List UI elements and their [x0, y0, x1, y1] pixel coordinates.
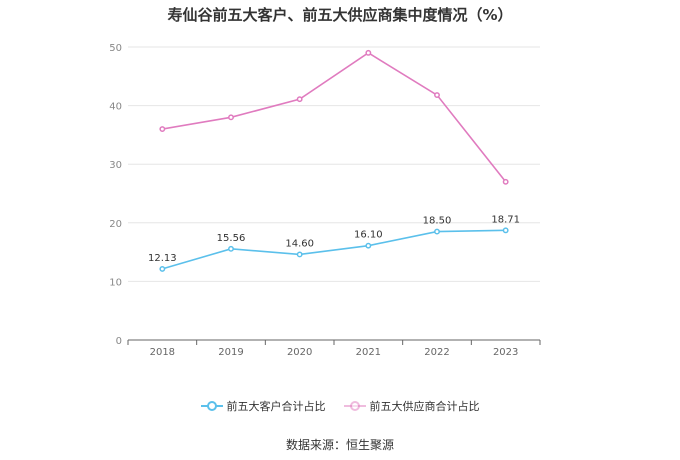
- y-tick-label: 10: [109, 277, 122, 288]
- chart-title: 寿仙谷前五大客户、前五大供应商集中度情况（%）: [167, 6, 513, 24]
- y-tick-label: 30: [109, 160, 122, 171]
- x-tick-label: 2021: [356, 347, 381, 358]
- y-tick-label: 0: [116, 336, 122, 347]
- data-label: 14.60: [285, 238, 314, 249]
- x-tick-label: 2020: [287, 347, 312, 358]
- x-tick-label: 2023: [493, 347, 518, 358]
- data-point: [365, 49, 372, 56]
- source-note: 数据来源：恒生聚源: [285, 438, 394, 452]
- data-point: [365, 242, 372, 249]
- data-point: [296, 251, 303, 258]
- data-point: [502, 227, 509, 234]
- x-tick-label: 2018: [150, 347, 175, 358]
- x-tick-label: 2022: [424, 347, 449, 358]
- data-point: [434, 228, 440, 235]
- chart-legend: 前五大客户合计占比 前五大供应商合计占比: [0, 398, 680, 414]
- legend-label-customers: 前五大客户合计占比: [226, 400, 326, 413]
- data-point: [228, 114, 234, 121]
- data-point: [159, 126, 166, 132]
- y-tick-label: 20: [109, 219, 122, 230]
- data-label: 12.13: [148, 253, 177, 264]
- x-tick-label: 2019: [218, 347, 243, 358]
- data-label: 15.56: [217, 233, 246, 244]
- data-point: [159, 265, 166, 272]
- data-point: [296, 96, 303, 103]
- data-point: [502, 178, 509, 185]
- legend-marker-customers-icon: [200, 401, 223, 411]
- data-point: [434, 92, 440, 99]
- legend-marker-suppliers-icon: [343, 401, 366, 411]
- data-label: 18.50: [423, 216, 452, 227]
- y-tick-label: 50: [109, 43, 122, 54]
- legend-item-customers[interactable]: 前五大客户合计占比: [200, 398, 326, 414]
- legend-label-suppliers: 前五大供应商合计占比: [369, 400, 480, 413]
- y-tick-label: 40: [109, 102, 122, 113]
- data-label: 18.71: [491, 214, 520, 225]
- legend-item-suppliers[interactable]: 前五大供应商合计占比: [343, 398, 480, 414]
- data-label: 16.10: [354, 230, 383, 241]
- series-line-1: [162, 51, 507, 183]
- series-line-0: [162, 229, 506, 270]
- data-point: [228, 245, 234, 252]
